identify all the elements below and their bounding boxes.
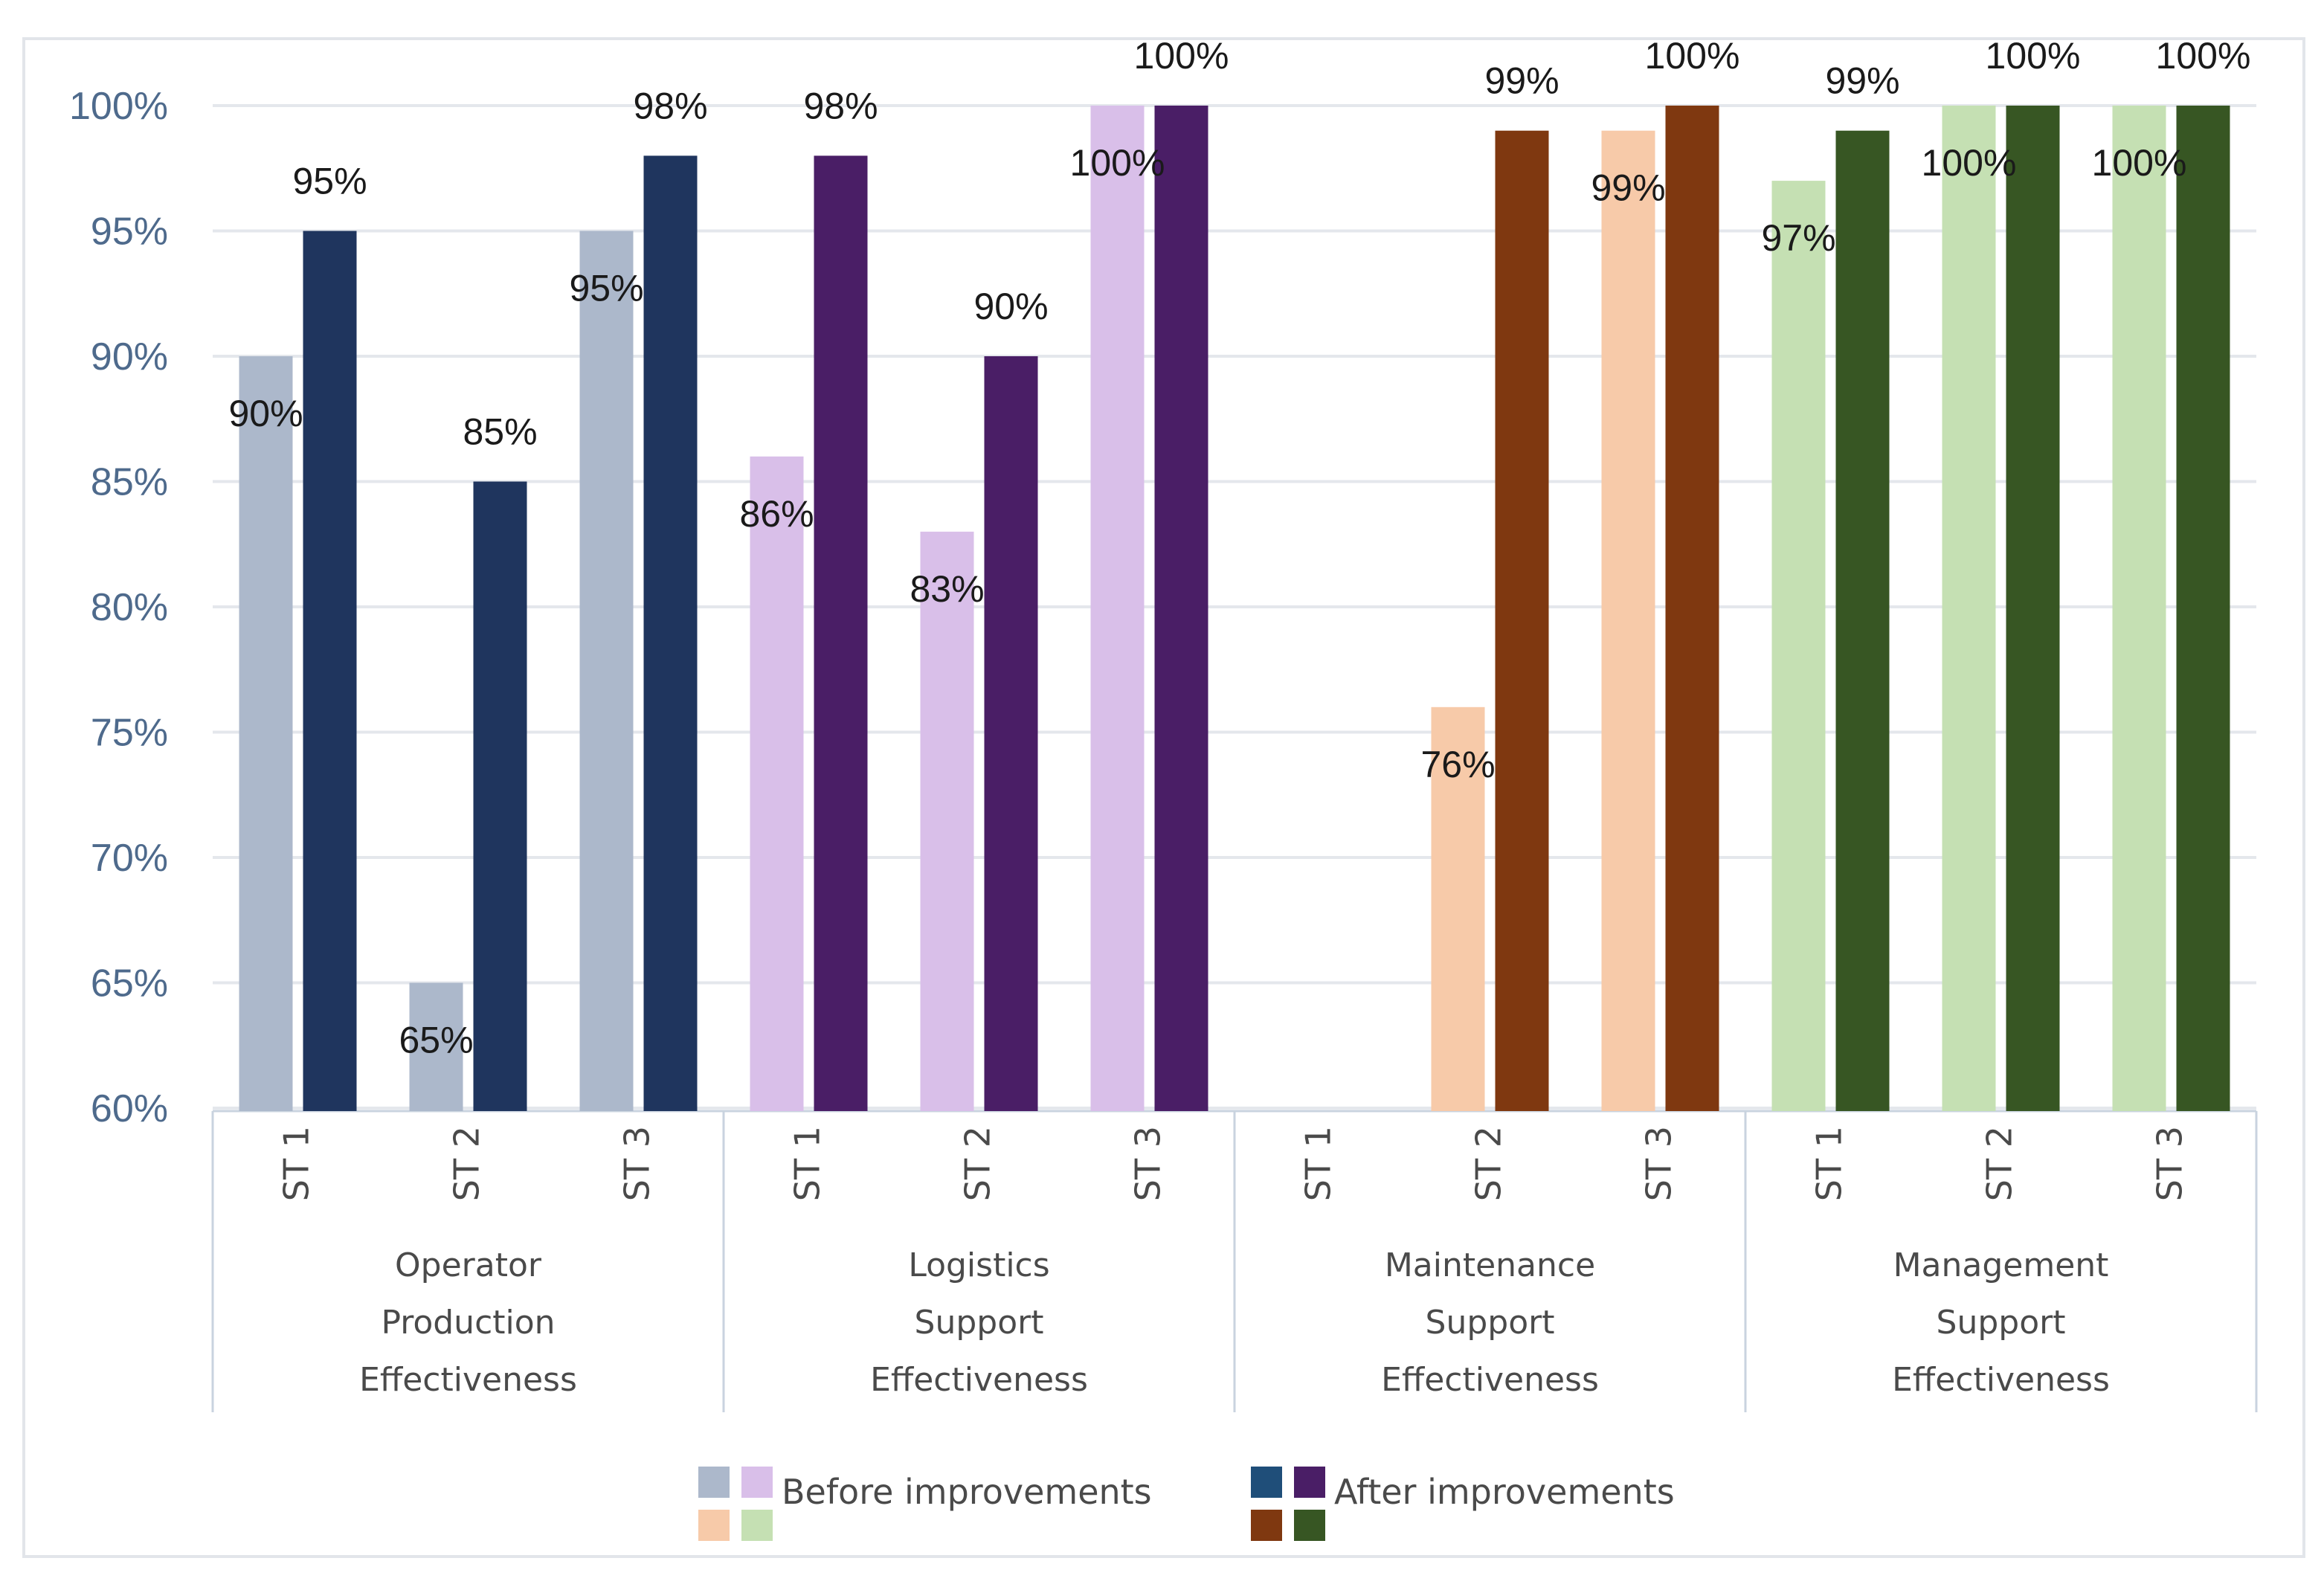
stage-tick-label: ST 3 — [1639, 1126, 1679, 1201]
bar-after — [1835, 130, 1890, 1112]
y-tick-label: 100% — [69, 85, 168, 128]
group-label: Logistics — [908, 1246, 1049, 1284]
data-label-after: 100% — [1645, 40, 1740, 77]
bar-before — [239, 356, 293, 1111]
legend-swatch — [1294, 1510, 1325, 1541]
bar-after — [1665, 106, 1719, 1111]
data-label-after: 99% — [1825, 60, 1899, 102]
stage-tick-label: ST 2 — [447, 1126, 487, 1201]
group-label: Effectiveness — [1892, 1361, 2110, 1399]
legend-swatch — [741, 1467, 773, 1498]
y-tick-label: 85% — [91, 461, 168, 504]
legend-swatch — [698, 1467, 730, 1498]
bar-after — [303, 231, 357, 1111]
data-label-after: 98% — [633, 85, 707, 126]
stage-tick-label: ST 2 — [1980, 1126, 2020, 1201]
legend-label: After improvements — [1334, 1472, 1675, 1512]
legend-swatch — [698, 1510, 730, 1541]
y-tick-label: 80% — [91, 586, 168, 629]
stage-tick-label: ST 2 — [1469, 1126, 1509, 1201]
bar-before — [920, 531, 974, 1111]
legend-label: Before improvements — [782, 1472, 1152, 1512]
bar-after — [643, 155, 698, 1111]
data-label-after: 85% — [463, 411, 537, 453]
data-label-after: 100% — [1134, 40, 1229, 77]
data-label-before: 99% — [1591, 167, 1665, 209]
bar-after — [1154, 106, 1208, 1111]
data-label-before: 100% — [1922, 142, 2017, 184]
data-label-before: 86% — [739, 493, 814, 535]
bar-before — [1431, 707, 1485, 1111]
data-label-after: 100% — [2156, 40, 2251, 77]
data-label-after: 99% — [1484, 60, 1559, 102]
bar-after — [814, 155, 868, 1111]
stage-tick-label: ST 3 — [1128, 1126, 1168, 1201]
data-label-after: 90% — [973, 286, 1048, 327]
y-tick-label: 95% — [91, 210, 168, 254]
stage-tick-label: ST 1 — [788, 1126, 828, 1201]
group-label: Support — [1426, 1304, 1555, 1342]
bar-after — [2006, 106, 2060, 1111]
bar-after — [473, 481, 527, 1111]
data-label-after: 98% — [803, 85, 878, 126]
bar-before — [1090, 106, 1145, 1111]
bar-before — [579, 231, 634, 1111]
bar-after — [1495, 130, 1549, 1112]
group-label: Production — [381, 1304, 555, 1342]
data-label-after: 100% — [1986, 40, 2081, 77]
group-label: Effectiveness — [359, 1361, 577, 1399]
legend-swatch — [1251, 1510, 1282, 1541]
group-label: Operator — [395, 1246, 542, 1284]
group-label: Management — [1893, 1246, 2109, 1284]
legend-swatch — [1294, 1467, 1325, 1498]
group-label: Support — [915, 1304, 1044, 1342]
bar-before — [409, 982, 463, 1111]
bar-before — [1601, 130, 1655, 1112]
group-label: Effectiveness — [1381, 1361, 1599, 1399]
legend-swatch — [741, 1510, 773, 1541]
stage-tick-label: ST 3 — [617, 1126, 657, 1201]
bar-before — [1942, 106, 1996, 1111]
bar-after — [2176, 106, 2230, 1111]
group-label: Maintenance — [1385, 1246, 1595, 1284]
y-tick-label: 75% — [91, 712, 168, 755]
stage-tick-label: ST 2 — [958, 1126, 998, 1201]
data-label-before: 65% — [399, 1020, 473, 1061]
data-label-before: 95% — [569, 268, 643, 309]
data-label-before: 76% — [1420, 744, 1495, 785]
bar-before — [750, 456, 804, 1111]
bar-chart: 60% 65% 70% 75% 80% 85% 90% 95% 100% 90% 95% ST 1 65… — [69, 40, 2258, 1541]
group-label: Support — [1937, 1304, 2066, 1342]
chart-frame: 60% 65% 70% 75% 80% 85% 90% 95% 100% 90% 95% ST 1 65… — [22, 37, 2305, 1558]
bar-before — [2112, 106, 2166, 1111]
y-tick-label: 65% — [91, 962, 168, 1005]
data-label-before: 83% — [910, 568, 984, 610]
bar-before — [1771, 181, 1826, 1112]
stage-tick-label: ST 3 — [2150, 1126, 2190, 1201]
stage-tick-label: ST 1 — [277, 1126, 317, 1201]
data-label-before: 97% — [1761, 217, 1835, 259]
legend-swatch — [1251, 1467, 1282, 1498]
data-label-before: 100% — [2092, 142, 2187, 184]
stage-tick-label: ST 1 — [1809, 1126, 1850, 1201]
data-label-before: 90% — [228, 393, 303, 434]
data-label-after: 95% — [292, 161, 367, 202]
y-tick-label: 70% — [91, 837, 168, 880]
y-tick-label: 60% — [91, 1087, 168, 1130]
bar-after — [984, 356, 1038, 1111]
y-tick-label: 90% — [91, 335, 168, 379]
data-label-before: 100% — [1070, 142, 1165, 184]
group-label: Effectiveness — [870, 1361, 1088, 1399]
stage-tick-label: ST 1 — [1298, 1126, 1339, 1201]
